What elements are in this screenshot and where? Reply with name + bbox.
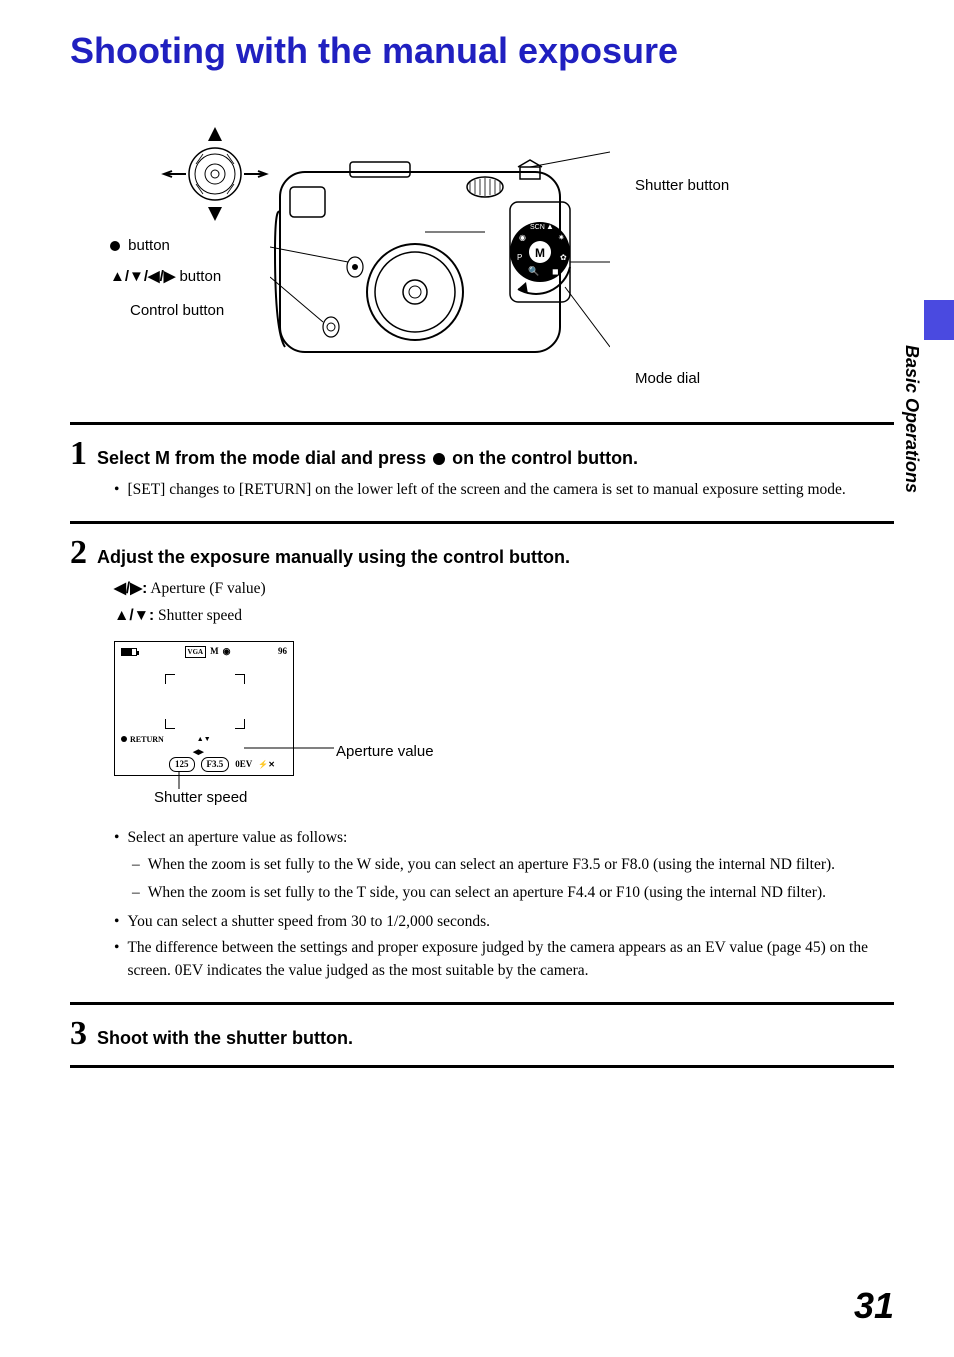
bullet-icon: • <box>114 911 119 933</box>
step-2-title: Adjust the exposure manually using the c… <box>97 541 570 568</box>
aperture-leader-line <box>244 743 334 753</box>
lcd-screen-box: VGA M ◉ 96 RETURN ▲▼ <box>114 641 294 776</box>
ud-value: Shutter speed <box>154 607 242 624</box>
arrows-icon: ▲/▼/◀/▶ <box>110 268 175 285</box>
svg-text:🔍: 🔍 <box>528 265 539 276</box>
camera-body-illustration: M 🔍 ◼ ✿ ✷ ▲ SCN ◉ P <box>270 132 610 382</box>
vga-icon: VGA <box>185 646 207 658</box>
svg-text:✿: ✿ <box>560 253 567 262</box>
step-1-bullet-1: [SET] changes to [RETURN] on the lower l… <box>127 479 845 501</box>
aperture-value-label: Aperture value <box>336 741 434 763</box>
return-label: RETURN <box>130 734 164 746</box>
page-title: Shooting with the manual exposure <box>70 30 894 72</box>
ud-small-icon: ▲▼ <box>197 734 211 744</box>
focus-brackets <box>165 674 245 729</box>
fine-icon: ◉ <box>223 645 231 658</box>
step-1-title: Select M from the mode dial and press on… <box>97 442 638 469</box>
lr-value: Aperture (F value) <box>147 580 265 597</box>
dash-icon: – <box>132 882 140 904</box>
svg-text:◉: ◉ <box>519 233 526 242</box>
label-button-text: button <box>128 237 170 254</box>
bullet-icon: • <box>114 937 119 982</box>
camera-diagram: M 🔍 ◼ ✿ ✷ ▲ SCN ◉ P button ▲/▼/◀/▶ butto… <box>70 122 894 402</box>
label-shutter-button: Shutter button <box>635 177 729 194</box>
shutter-speed-label: Shutter speed <box>154 787 247 809</box>
bullet-aperture: Select an aperture value as follows: <box>127 827 347 849</box>
step-3-section: 3 Shoot with the shutter button. <box>70 1002 894 1068</box>
return-dot-icon <box>121 736 127 742</box>
dash-icon: – <box>132 854 140 876</box>
step-2-number: 2 <box>70 536 87 570</box>
svg-text:M: M <box>535 246 545 260</box>
page-number: 31 <box>854 1285 894 1327</box>
shutter-value-box: 125 <box>169 757 195 772</box>
lr-small-icon: ◀▶ <box>193 747 204 757</box>
dot-icon <box>110 241 120 251</box>
label-control-button: Control button <box>130 302 224 319</box>
bullet-ev: The difference between the settings and … <box>127 937 894 982</box>
center-button-icon <box>433 453 445 465</box>
svg-text:▲: ▲ <box>546 222 554 231</box>
label-arrow-button: ▲/▼/◀/▶ button <box>110 267 221 285</box>
bullet-shutter-speed: You can select a shutter speed from 30 t… <box>127 911 490 933</box>
side-tab-text: Basic Operations <box>901 345 922 493</box>
step-1-title-suffix: on the control button. <box>447 448 638 468</box>
bullet-icon: • <box>114 827 119 849</box>
ev-value: 0EV <box>235 758 252 771</box>
control-button-diagram <box>160 127 270 222</box>
flash-off-icon: ⚡✕ <box>258 759 275 771</box>
svg-text:✷: ✷ <box>558 233 565 242</box>
step-1-title-prefix: Select M from the mode dial and press <box>97 448 431 468</box>
section-divider <box>70 1065 894 1068</box>
lr-definition: ◀/▶: Aperture (F value) <box>114 578 894 600</box>
step-3-title: Shoot with the shutter button. <box>97 1022 353 1049</box>
sub-bullet-w: When the zoom is set fully to the W side… <box>148 854 835 876</box>
step-2-section: 2 Adjust the exposure manually using the… <box>70 521 894 982</box>
step-1-number: 1 <box>70 437 87 471</box>
ud-arrows-icon: ▲/▼: <box>114 607 154 624</box>
label-button: button <box>110 237 170 254</box>
side-tab <box>924 300 954 340</box>
mode-indicator: M <box>210 645 219 658</box>
step-1-section: 1 Select M from the mode dial and press … <box>70 422 894 501</box>
label-mode-dial: Mode dial <box>635 370 700 387</box>
svg-text:P: P <box>517 253 522 262</box>
label-arrows-text: button <box>179 268 221 285</box>
svg-text:◼: ◼ <box>552 267 559 276</box>
bullet-icon: • <box>114 479 119 501</box>
sub-bullet-t: When the zoom is set fully to the T side… <box>148 882 826 904</box>
ud-definition: ▲/▼: Shutter speed <box>114 605 894 627</box>
lr-arrows-icon: ◀/▶: <box>114 580 147 597</box>
lcd-screen-illustration: VGA M ◉ 96 RETURN ▲▼ <box>114 641 894 811</box>
svg-text:SCN: SCN <box>530 224 545 231</box>
battery-icon <box>121 648 137 656</box>
shot-count: 96 <box>278 645 287 658</box>
aperture-value-box: F3.5 <box>201 757 230 772</box>
step-3-number: 3 <box>70 1017 87 1051</box>
